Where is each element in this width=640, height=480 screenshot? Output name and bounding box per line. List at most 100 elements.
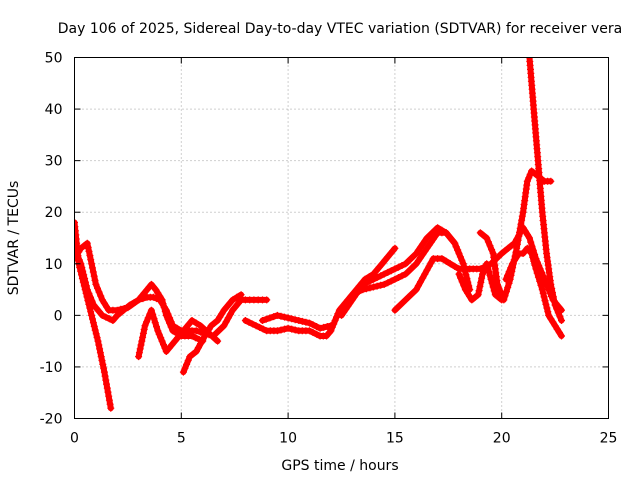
- data-point-marker: [387, 277, 395, 285]
- data-point-marker: [527, 238, 535, 246]
- data-point-marker: [241, 317, 249, 324]
- data-point-marker: [89, 268, 97, 276]
- data-point-marker: [513, 240, 521, 248]
- series-track-5: [179, 291, 245, 376]
- data-point-marker: [500, 296, 508, 304]
- data-point-marker: [391, 244, 399, 252]
- data-point-marker: [256, 323, 264, 331]
- data-point-marker: [554, 309, 562, 317]
- data-point-marker: [516, 224, 524, 232]
- data-point-marker: [262, 315, 270, 323]
- data-point-marker: [97, 292, 105, 300]
- data-point-marker: [558, 317, 565, 324]
- data-point-marker: [95, 341, 103, 349]
- data-point-marker: [94, 284, 101, 292]
- y-tick-label: 50: [45, 51, 63, 67]
- data-point-marker: [504, 284, 512, 291]
- data-point-marker: [138, 337, 146, 345]
- data-point-marker: [103, 384, 111, 392]
- data-point-marker: [135, 349, 143, 357]
- data-point-marker: [74, 219, 78, 226]
- y-tick-label: -20: [40, 412, 63, 428]
- data-point-marker: [192, 348, 200, 355]
- data-point-marker: [550, 297, 558, 305]
- data-point-marker: [188, 317, 196, 324]
- data-series: [74, 57, 565, 412]
- series-track-12: [455, 260, 506, 304]
- data-point-marker: [547, 280, 555, 288]
- data-point-marker: [540, 293, 548, 301]
- chart-title: Day 106 of 2025, Sidereal Day-to-day VTE…: [58, 21, 622, 37]
- data-point-marker: [99, 360, 107, 368]
- data-point-marker: [220, 322, 228, 330]
- data-point-marker: [457, 274, 465, 282]
- data-point-marker: [366, 284, 374, 292]
- data-point-marker: [135, 296, 143, 304]
- data-point-marker: [102, 313, 110, 321]
- data-point-marker: [78, 264, 86, 271]
- data-point-marker: [395, 274, 402, 281]
- data-point-marker: [88, 311, 96, 319]
- data-point-marker: [395, 263, 402, 271]
- data-point-marker: [515, 232, 523, 240]
- data-point-marker: [91, 326, 99, 334]
- data-point-marker: [384, 279, 392, 287]
- data-point-marker: [490, 287, 498, 295]
- data-point-marker: [532, 265, 540, 273]
- data-point-marker: [222, 318, 230, 326]
- data-point-marker: [370, 283, 377, 291]
- data-point-marker: [377, 281, 385, 289]
- data-point-marker: [245, 318, 253, 326]
- data-point-marker: [233, 293, 241, 301]
- data-point-marker: [330, 320, 338, 328]
- data-point-marker: [106, 400, 114, 408]
- data-point-marker: [478, 274, 486, 282]
- data-point-marker: [98, 311, 106, 319]
- data-point-marker: [507, 264, 515, 272]
- data-point-marker: [192, 319, 200, 327]
- data-point-marker: [86, 304, 94, 312]
- series-track-11: [391, 255, 463, 314]
- data-point-marker: [103, 380, 110, 388]
- data-point-marker: [226, 310, 234, 318]
- data-point-marker: [135, 353, 143, 361]
- data-point-marker: [377, 272, 385, 280]
- y-axis-label: SDTVAR / TECUs: [6, 181, 22, 296]
- data-point-marker: [169, 322, 177, 330]
- data-point-marker: [105, 315, 113, 323]
- data-point-marker: [548, 285, 556, 292]
- data-point-marker: [331, 317, 339, 324]
- data-point-marker: [179, 368, 187, 376]
- data-point-marker: [104, 388, 112, 396]
- data-point-marker: [384, 268, 392, 276]
- data-point-marker: [486, 242, 494, 250]
- data-point-marker: [141, 322, 149, 330]
- data-point-marker: [537, 281, 545, 289]
- data-point-marker: [259, 317, 266, 324]
- data-point-marker: [380, 280, 388, 288]
- data-point-marker: [87, 308, 95, 316]
- data-point-marker: [476, 265, 484, 273]
- data-point-marker: [150, 293, 157, 301]
- data-point-marker: [74, 248, 80, 256]
- y-tick-label: 20: [45, 205, 63, 221]
- data-point-marker: [81, 275, 89, 282]
- data-point-marker: [74, 244, 78, 252]
- data-point-marker: [93, 334, 101, 341]
- data-point-marker: [544, 308, 552, 316]
- x-axis-label: GPS time / hours: [281, 458, 398, 474]
- data-point-marker: [306, 327, 313, 335]
- data-point-marker: [100, 368, 108, 376]
- data-point-marker: [277, 326, 285, 334]
- data-point-marker: [277, 312, 285, 320]
- axis-ticks: 0 5 10 15 20 25 -20 -10 0 10 20 30 40 50: [40, 51, 618, 447]
- data-point-marker: [526, 170, 534, 178]
- data-point-marker: [484, 262, 491, 269]
- data-point-marker: [85, 247, 93, 255]
- data-point-marker: [139, 333, 147, 341]
- data-point-marker: [74, 252, 82, 260]
- y-tick-label: 30: [45, 154, 63, 170]
- data-point-marker: [327, 327, 335, 335]
- data-point-marker: [94, 337, 102, 345]
- data-point-marker: [455, 250, 463, 257]
